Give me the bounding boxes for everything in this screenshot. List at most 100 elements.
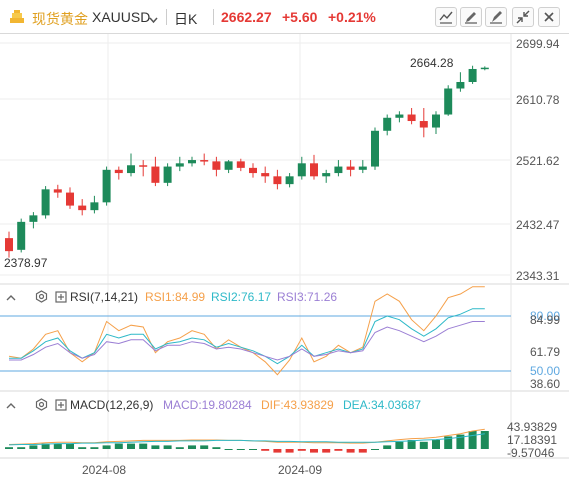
candle-body [285, 176, 294, 185]
max-price-label: 2664.28 [410, 56, 454, 70]
rsi1-line [8, 286, 485, 376]
candlestick-chart[interactable] [0, 34, 569, 481]
candle-body [444, 88, 453, 115]
macd-bar [371, 449, 379, 450]
macd-bar [456, 434, 465, 449]
candle-body [90, 202, 99, 211]
candle-body [371, 130, 379, 167]
macd-bar [249, 449, 257, 450]
macd-title: MACD(12,26,9) [70, 398, 154, 412]
candle-body [78, 205, 87, 211]
dea-value: DEA:34.03687 [343, 398, 422, 412]
price-change: +5.60 [282, 9, 318, 25]
macd-axis-label: 17.18391 [507, 433, 558, 447]
macd-bar [395, 441, 404, 449]
collapse-button[interactable] [512, 7, 534, 27]
collapse-indicator-icon[interactable] [5, 399, 17, 417]
candle-body [127, 165, 135, 174]
rsi-axis-label: 61.79 [530, 345, 561, 359]
macd-bar [139, 443, 148, 449]
expand-icon[interactable] [55, 290, 67, 308]
price-axis-label: 2343.31 [516, 269, 560, 283]
candle-body [346, 166, 355, 170]
macd-bar [273, 449, 282, 453]
macd-bar [480, 431, 489, 449]
x-axis-label: 2024-08 [82, 463, 127, 477]
candle-body [188, 160, 196, 164]
draw-line-button[interactable] [435, 7, 457, 27]
candle-body [139, 165, 148, 167]
candle-body [66, 192, 74, 206]
divider [166, 9, 167, 25]
chevron-down-icon[interactable] [149, 12, 158, 30]
candle-body [102, 169, 111, 203]
macd-bar [444, 436, 453, 449]
rsi-axis-label: 80.00 [530, 309, 561, 323]
candle-body [395, 114, 404, 118]
macd-bar [114, 443, 123, 449]
rsi3-value: RSI3:71.26 [277, 290, 338, 304]
candle-body [5, 238, 13, 252]
candle-body [212, 161, 221, 170]
price-axis-label: 2610.78 [516, 93, 560, 107]
macd-axis-label: -9.57046 [507, 446, 555, 460]
collapse-icon [516, 10, 530, 24]
settings-icon[interactable] [35, 290, 48, 308]
period-selector[interactable]: 日K [174, 11, 198, 27]
divider [213, 9, 214, 25]
macd-bar [5, 447, 13, 449]
candle-body [200, 160, 209, 162]
edit-button[interactable] [460, 7, 482, 27]
macd-value: MACD:19.80284 [163, 398, 252, 412]
symbol-name[interactable]: 现货黄金 [32, 11, 88, 27]
macd-bar [407, 440, 416, 449]
rsi3-line [9, 321, 485, 361]
edit-icon [465, 12, 477, 24]
macd-bar [383, 445, 392, 449]
macd-bar [419, 441, 428, 449]
brush-button[interactable] [485, 7, 507, 27]
macd-bar [310, 449, 318, 453]
chart-toolbar: 现货黄金 XAUUSD 日K 2662.27 +5.60 +0.21% [0, 0, 569, 34]
symbol-code[interactable]: XAUUSD [92, 9, 151, 25]
price-axis-label: 2432.47 [516, 218, 560, 232]
rsi-axis-label: 84.99 [530, 313, 561, 327]
candle-body [297, 163, 306, 177]
candle-body [468, 68, 477, 82]
candle-body [407, 114, 416, 122]
close-button[interactable] [538, 7, 560, 27]
expand-icon[interactable] [55, 398, 67, 416]
rsi2-value: RSI2:76.17 [211, 290, 272, 304]
macd-bar [151, 445, 160, 449]
settings-icon[interactable] [35, 398, 48, 416]
macd-bar [212, 447, 221, 449]
candle-body [322, 173, 331, 177]
macd-bar [334, 449, 343, 451]
last-price: 2662.27 [221, 9, 272, 25]
draw-line-icon [439, 11, 453, 24]
collapse-indicator-icon[interactable] [5, 291, 17, 309]
candle-body [273, 176, 282, 185]
rsi-axis-label: 38.60 [530, 377, 561, 391]
macd-bar [41, 443, 50, 449]
rsi-axis-label: 50.00 [530, 364, 561, 378]
macd-bar [432, 440, 440, 449]
candle-body [41, 189, 50, 216]
candle-body [334, 166, 343, 174]
rsi1-value: RSI1:84.99 [145, 290, 206, 304]
macd-bar [127, 443, 135, 449]
macd-bar [224, 449, 233, 450]
candle-body [53, 189, 62, 193]
macd-bar [53, 443, 62, 449]
rsi-title: RSI(7,14,21) [70, 290, 139, 304]
macd-bar [29, 445, 38, 449]
dif-value: DIF:43.93829 [261, 398, 334, 412]
macd-bar [175, 447, 184, 449]
candle-body [261, 173, 270, 177]
macd-bar [261, 449, 270, 451]
candle-body [29, 215, 38, 222]
macd-axis-label: 43.93829 [507, 420, 558, 434]
price-axis-label: 2521.62 [516, 154, 560, 168]
macd-bar [17, 447, 26, 449]
dea-line [8, 433, 485, 446]
